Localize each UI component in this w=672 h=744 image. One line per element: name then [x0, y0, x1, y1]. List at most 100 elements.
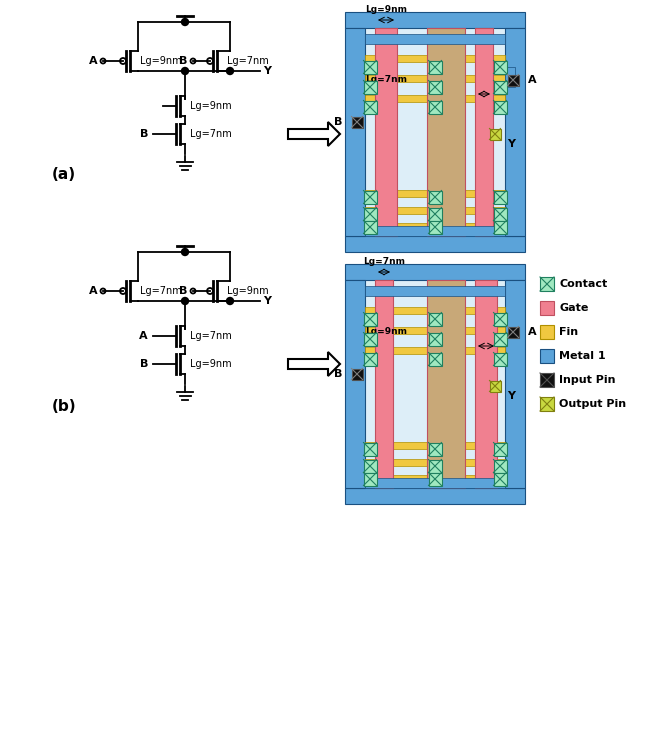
Bar — [493, 220, 507, 234]
Text: Lg=7nm: Lg=7nm — [190, 331, 232, 341]
Text: Lg=7nm: Lg=7nm — [190, 129, 232, 139]
Text: Lg=9nm: Lg=9nm — [190, 359, 232, 369]
Text: A: A — [528, 75, 537, 85]
Bar — [429, 80, 442, 94]
Bar — [429, 100, 442, 114]
Text: Lg=9nm: Lg=9nm — [227, 286, 269, 296]
Bar — [345, 264, 525, 504]
Bar — [429, 208, 442, 220]
Bar — [365, 28, 505, 236]
Bar — [427, 28, 465, 236]
Bar — [345, 12, 525, 28]
Bar — [375, 28, 397, 236]
Bar — [364, 312, 376, 326]
Bar — [365, 207, 505, 214]
Bar — [475, 280, 497, 488]
Bar — [365, 286, 505, 296]
Bar — [507, 327, 519, 338]
Bar — [493, 443, 507, 455]
Text: Gate: Gate — [559, 303, 589, 313]
Circle shape — [181, 19, 189, 25]
Text: Lg=7nm: Lg=7nm — [363, 257, 405, 266]
Bar — [345, 12, 525, 252]
Bar — [345, 280, 365, 488]
Bar — [365, 442, 505, 449]
Bar — [540, 349, 554, 363]
Bar — [540, 277, 554, 291]
Bar — [365, 95, 505, 102]
Bar — [429, 333, 442, 345]
Text: Lg=9nm: Lg=9nm — [365, 327, 407, 336]
Text: B: B — [140, 129, 148, 139]
Bar — [489, 129, 501, 140]
Text: Contact: Contact — [559, 279, 607, 289]
Bar — [505, 28, 525, 236]
Text: A: A — [89, 286, 98, 296]
Bar — [365, 34, 505, 44]
Text: Lg=7nm: Lg=7nm — [365, 75, 407, 84]
Text: Lg=9nm: Lg=9nm — [190, 101, 232, 111]
Bar — [364, 353, 376, 365]
Bar — [364, 472, 376, 486]
Text: Y: Y — [263, 66, 271, 76]
Bar — [365, 75, 505, 82]
Text: Lg=9nm: Lg=9nm — [140, 56, 181, 66]
Bar — [364, 80, 376, 94]
Text: Lg=9nm: Lg=9nm — [365, 5, 407, 14]
Text: A: A — [528, 327, 537, 337]
Bar — [493, 208, 507, 220]
Text: Input Pin: Input Pin — [559, 375, 616, 385]
Circle shape — [181, 68, 189, 74]
Text: (a): (a) — [52, 167, 76, 182]
Text: A: A — [89, 56, 98, 66]
Bar — [475, 28, 493, 236]
Text: Y: Y — [507, 139, 515, 149]
Bar — [507, 74, 519, 86]
Bar — [540, 325, 554, 339]
Text: B: B — [333, 369, 342, 379]
Circle shape — [181, 298, 189, 304]
Text: Output Pin: Output Pin — [559, 399, 626, 409]
Bar — [364, 220, 376, 234]
Bar — [351, 368, 362, 379]
Text: A: A — [139, 331, 148, 341]
Bar — [364, 208, 376, 220]
Bar — [540, 397, 554, 411]
Bar — [345, 488, 525, 504]
Bar — [493, 60, 507, 74]
Text: Y: Y — [263, 296, 271, 306]
Text: Metal 1: Metal 1 — [559, 351, 605, 361]
Bar — [493, 312, 507, 326]
Text: Lg=7nm: Lg=7nm — [140, 286, 181, 296]
Bar — [365, 475, 505, 482]
Bar — [365, 190, 505, 197]
Bar — [365, 478, 505, 488]
Bar — [493, 100, 507, 114]
Bar — [429, 190, 442, 204]
Text: (b): (b) — [52, 399, 77, 414]
Bar — [429, 353, 442, 365]
Bar — [364, 190, 376, 204]
Circle shape — [226, 68, 233, 74]
Bar — [505, 280, 525, 488]
Text: Y: Y — [507, 391, 515, 401]
Bar — [505, 67, 515, 87]
Bar — [365, 223, 505, 230]
Bar — [351, 117, 362, 127]
Text: B: B — [179, 56, 187, 66]
Bar — [345, 264, 525, 280]
Text: B: B — [333, 117, 342, 127]
Bar — [493, 80, 507, 94]
Bar — [364, 60, 376, 74]
Bar — [429, 443, 442, 455]
Bar — [429, 472, 442, 486]
Bar — [365, 280, 505, 488]
Bar — [493, 190, 507, 204]
Polygon shape — [288, 352, 340, 376]
Bar — [493, 460, 507, 472]
Bar — [365, 347, 505, 354]
Bar — [427, 280, 465, 488]
Text: Fin: Fin — [559, 327, 578, 337]
Bar — [493, 353, 507, 365]
Bar — [429, 60, 442, 74]
